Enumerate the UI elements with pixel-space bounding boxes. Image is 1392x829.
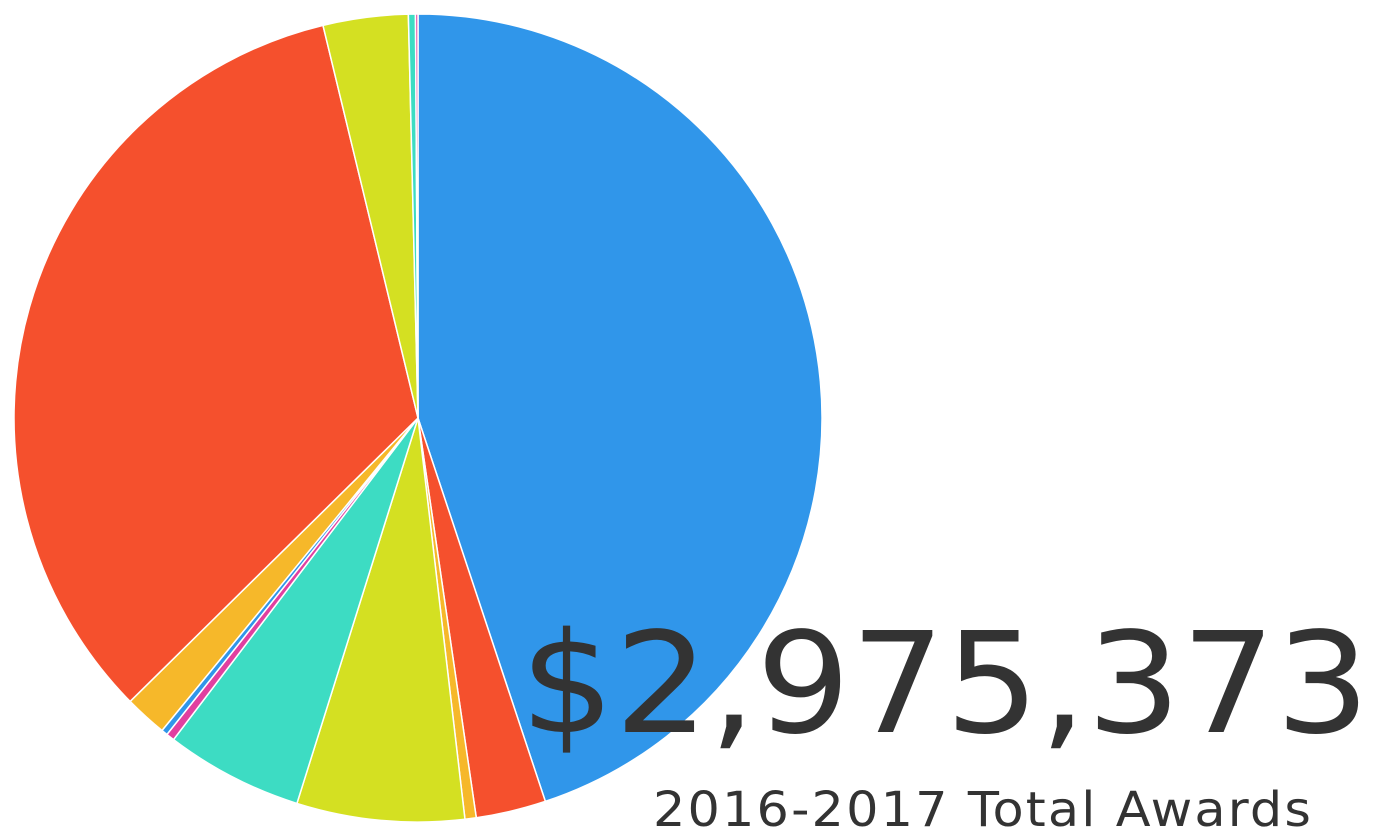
pie-slice — [417, 13, 823, 803]
pie-slice — [295, 417, 466, 823]
subtitle: 2016-2017 Total Awards — [653, 782, 1313, 829]
pie-slice — [13, 24, 419, 703]
total-amount: $2,975,373 — [520, 603, 1370, 766]
pie-slice — [172, 417, 419, 805]
pie — [13, 13, 823, 823]
pie-slice — [414, 13, 419, 419]
